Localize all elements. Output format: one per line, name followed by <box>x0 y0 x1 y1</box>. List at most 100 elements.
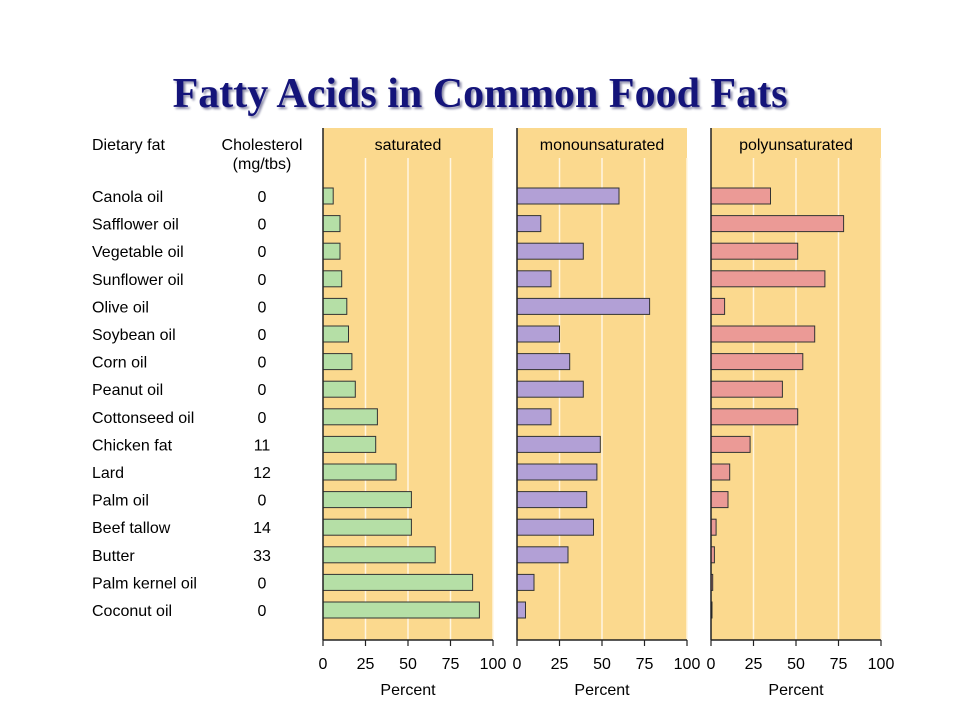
cholesterol-canola-oil: 0 <box>258 189 267 206</box>
cholesterol-soybean-oil: 0 <box>258 327 267 344</box>
bar-monounsaturated-vegetable-oil <box>516 242 584 260</box>
bar-saturated-corn-oil <box>322 353 353 371</box>
bar-monounsaturated-palm-kernel-oil <box>516 573 535 591</box>
bar-polyunsaturated-palm-oil <box>710 491 729 509</box>
row-label-cottonseed-oil: Cottonseed oil <box>92 410 194 427</box>
bar-saturated-canola-oil <box>322 187 334 205</box>
bar-saturated-cottonseed-oil <box>322 408 378 426</box>
bar-saturated-palm-oil <box>322 491 412 509</box>
cholesterol-peanut-oil: 0 <box>258 382 267 399</box>
x-tick-label: 25 <box>357 656 375 673</box>
x-tick-label: 25 <box>551 656 569 673</box>
row-label-peanut-oil: Peanut oil <box>92 382 163 399</box>
row-label-coconut-oil: Coconut oil <box>92 603 172 620</box>
row-label-palm-kernel-oil: Palm kernel oil <box>92 575 197 592</box>
bar-polyunsaturated-soybean-oil <box>710 325 816 343</box>
row-label-lard: Lard <box>92 465 124 482</box>
row-label-olive-oil: Olive oil <box>92 299 149 316</box>
bar-saturated-peanut-oil <box>322 380 356 398</box>
cholesterol-lard: 12 <box>253 465 271 482</box>
bar-monounsaturated-palm-oil <box>516 491 588 509</box>
row-label-soybean-oil: Soybean oil <box>92 327 176 344</box>
bar-monounsaturated-corn-oil <box>516 353 571 371</box>
x-tick-label: 0 <box>513 656 522 673</box>
cholesterol-cottonseed-oil: 0 <box>258 410 267 427</box>
bar-monounsaturated-beef-tallow <box>516 518 594 536</box>
bar-saturated-lard <box>322 463 397 481</box>
bar-monounsaturated-safflower-oil <box>516 215 542 233</box>
x-tick-label: 100 <box>674 656 701 673</box>
bar-polyunsaturated-beef-tallow <box>710 518 717 536</box>
cholesterol-sunflower-oil: 0 <box>258 272 267 289</box>
row-label-safflower-oil: Safflower oil <box>92 217 179 234</box>
x-tick-label: 0 <box>319 656 328 673</box>
bar-saturated-coconut-oil <box>322 601 480 619</box>
bar-saturated-olive-oil <box>322 297 348 315</box>
bar-polyunsaturated-peanut-oil <box>710 380 783 398</box>
bar-saturated-beef-tallow <box>322 518 412 536</box>
bar-saturated-palm-kernel-oil <box>322 573 474 591</box>
x-axis-label: Percent <box>574 682 630 699</box>
row-label-vegetable-oil: Vegetable oil <box>92 244 184 261</box>
bar-monounsaturated-butter <box>516 546 569 564</box>
x-tick-label: 50 <box>787 656 805 673</box>
cholesterol-palm-kernel-oil: 0 <box>258 575 267 592</box>
cholesterol-unit-header: (mg/tbs) <box>233 156 292 173</box>
x-tick-label: 0 <box>707 656 716 673</box>
x-axis-label: Percent <box>380 682 436 699</box>
cholesterol-vegetable-oil: 0 <box>258 244 267 261</box>
bar-polyunsaturated-safflower-oil <box>710 215 845 233</box>
row-label-canola-oil: Canola oil <box>92 189 163 206</box>
bar-saturated-soybean-oil <box>322 325 349 343</box>
bar-saturated-sunflower-oil <box>322 270 343 288</box>
bar-polyunsaturated-corn-oil <box>710 353 804 371</box>
row-label-palm-oil: Palm oil <box>92 493 149 510</box>
bar-monounsaturated-canola-oil <box>516 187 620 205</box>
row-label-chicken-fat: Chicken fat <box>92 437 173 454</box>
x-tick-label: 25 <box>745 656 763 673</box>
cholesterol-chicken-fat: 11 <box>254 437 271 454</box>
bar-polyunsaturated-canola-oil <box>710 187 771 205</box>
row-label-butter: Butter <box>92 548 135 565</box>
series-label-saturated: saturated <box>375 137 442 154</box>
bar-polyunsaturated-vegetable-oil <box>710 242 799 260</box>
bar-polyunsaturated-lard <box>710 463 731 481</box>
x-axis-label: Percent <box>768 682 824 699</box>
cholesterol-butter: 33 <box>253 548 271 565</box>
bar-polyunsaturated-cottonseed-oil <box>710 408 799 426</box>
bar-monounsaturated-soybean-oil <box>516 325 560 343</box>
panel-monounsaturated: monounsaturated 0 25 50 75 100 Percent <box>513 128 701 699</box>
cholesterol-header: Cholesterol <box>222 137 303 154</box>
bar-monounsaturated-sunflower-oil <box>516 270 552 288</box>
bar-saturated-butter <box>322 546 436 564</box>
bar-monounsaturated-peanut-oil <box>516 380 584 398</box>
cholesterol-safflower-oil: 0 <box>258 217 267 234</box>
row-label-beef-tallow: Beef tallow <box>92 520 171 537</box>
bar-saturated-safflower-oil <box>322 215 341 233</box>
cholesterol-corn-oil: 0 <box>258 355 267 372</box>
bar-monounsaturated-coconut-oil <box>516 601 526 619</box>
bar-polyunsaturated-olive-oil <box>710 297 726 315</box>
series-label-monounsaturated: monounsaturated <box>540 137 665 154</box>
bar-polyunsaturated-chicken-fat <box>710 435 751 453</box>
x-tick-label: 75 <box>442 656 460 673</box>
panel-polyunsaturated: polyunsaturated 0 25 50 75 100 Percent <box>707 128 895 699</box>
x-tick-label: 50 <box>593 656 611 673</box>
bar-monounsaturated-olive-oil <box>516 297 651 315</box>
bar-saturated-chicken-fat <box>322 435 377 453</box>
x-tick-label: 100 <box>868 656 895 673</box>
x-tick-label: 75 <box>636 656 654 673</box>
chart-title: Fatty Acids in Common Food Fats <box>172 71 788 117</box>
x-tick-label: 50 <box>399 656 417 673</box>
row-label-sunflower-oil: Sunflower oil <box>92 272 184 289</box>
series-label-polyunsaturated: polyunsaturated <box>739 137 853 154</box>
bar-saturated-vegetable-oil <box>322 242 341 260</box>
row-label-corn-oil: Corn oil <box>92 355 147 372</box>
x-tick-label: 100 <box>480 656 507 673</box>
cholesterol-olive-oil: 0 <box>258 299 267 316</box>
dietary-fat-header: Dietary fat <box>92 137 165 154</box>
panel-saturated: saturated 0 25 50 75 100 Percent <box>319 128 507 699</box>
cholesterol-coconut-oil: 0 <box>258 603 267 620</box>
bar-monounsaturated-chicken-fat <box>516 435 601 453</box>
